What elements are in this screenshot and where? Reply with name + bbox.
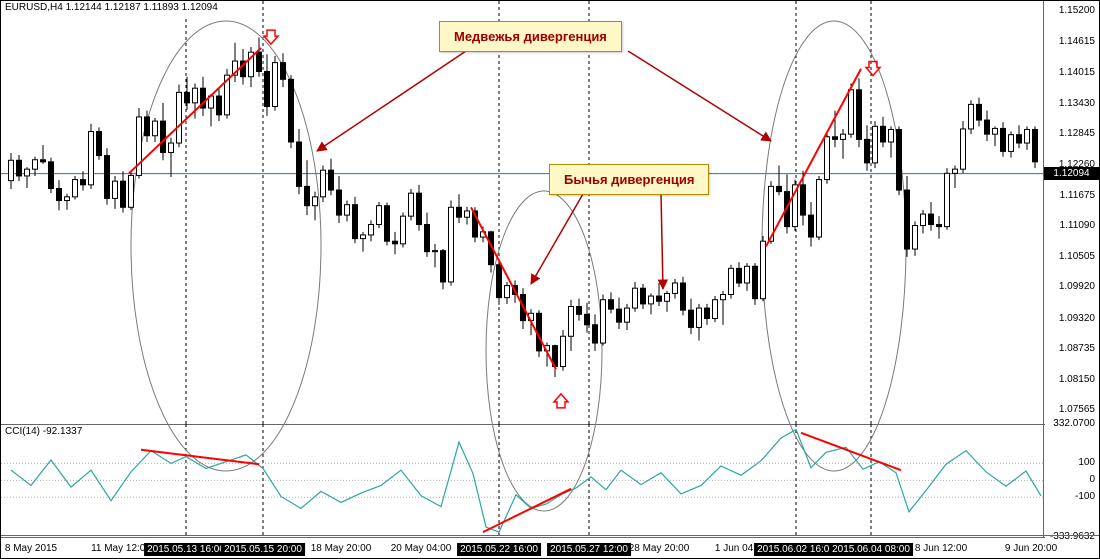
y-price-tick: 1.09920	[1059, 281, 1095, 292]
x-highlight-box: 2015.05.13 16:00	[144, 543, 228, 556]
price-svg	[1, 1, 1045, 424]
y-price-tick: 1.11675	[1060, 190, 1095, 201]
y-cci-tick: -100	[1075, 491, 1095, 502]
x-tick: 8 May 2015	[5, 543, 57, 554]
y-price-tick: 1.10505	[1059, 251, 1095, 262]
x-highlight-box: 2015.06.04 08:00	[829, 543, 913, 556]
y-price-tick: 1.08735	[1059, 343, 1095, 354]
y-cci-tick: 332.0700	[1053, 418, 1095, 429]
y-price-tick: 1.11090	[1060, 220, 1095, 231]
y-cci-tick: 100	[1078, 457, 1095, 468]
x-tick: 28 May 20:00	[629, 543, 690, 554]
callout-bearish-divergence: Медвежья дивергенция	[439, 21, 622, 52]
y-price-tick: 1.14615	[1059, 36, 1095, 47]
current-price-box: 1.12094	[1044, 167, 1099, 180]
indicator-panel[interactable]	[1, 424, 1045, 538]
chart-container: EURUSD,H4 1.12144 1.12187 1.11893 1.1209…	[0, 0, 1100, 559]
x-highlight-box: 2015.05.27 12:00	[547, 543, 631, 556]
y-price-tick: 1.09320	[1059, 313, 1095, 324]
cci-svg	[1, 424, 1045, 537]
callout-text: Медвежья дивергенция	[454, 29, 607, 44]
y-price-tick: 1.15200	[1059, 5, 1095, 16]
callout-text: Бычья дивергенция	[564, 172, 694, 187]
x-tick: 8 Jun 12:00	[915, 543, 967, 554]
x-tick: 18 May 20:00	[311, 543, 372, 554]
x-tick: 11 May 12:00	[91, 543, 151, 554]
x-highlight-box: 2015.06.02 16:00	[754, 543, 838, 556]
ohlc-label: 1.12144 1.12187 1.11893 1.12094	[66, 2, 218, 13]
y-price-tick: 1.14015	[1059, 67, 1095, 78]
y-price-tick: 1.12845	[1059, 128, 1095, 139]
y-cci-tick: 0	[1089, 474, 1095, 485]
x-tick: 9 Jun 20:00	[1005, 543, 1057, 554]
chart-title: EURUSD,H4 1.12144 1.12187 1.11893 1.1209…	[1, 1, 222, 17]
x-highlight-box: 2015.05.15 20:00	[221, 543, 305, 556]
price-panel[interactable]	[1, 1, 1045, 425]
symbol-label: EURUSD,H4	[5, 2, 63, 13]
y-price-tick: 1.08150	[1059, 374, 1095, 385]
y-price-tick: 1.07565	[1059, 404, 1095, 415]
indicator-label: CCI(14) -92.1337	[5, 426, 82, 437]
callout-bullish-divergence: Бычья дивергенция	[549, 164, 709, 195]
x-tick: 20 May 04:00	[391, 543, 452, 554]
y-price-tick: 1.13430	[1059, 98, 1095, 109]
y-axis: 1.152001.146151.140151.134301.128451.122…	[1043, 1, 1099, 537]
x-highlight-box: 2015.05.22 16:00	[457, 543, 541, 556]
x-axis: 8 May 2015 11 May 12:00 18 May 20:00 20 May…	[1, 535, 1099, 558]
